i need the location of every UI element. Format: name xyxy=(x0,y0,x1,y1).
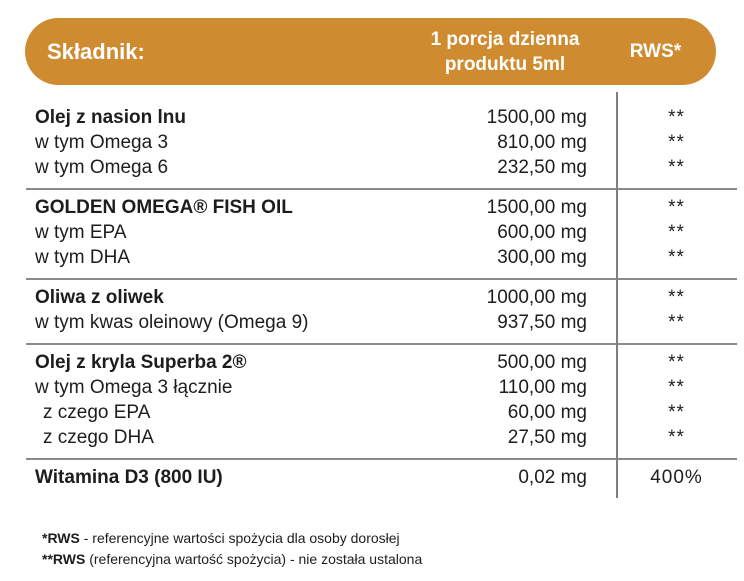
table-header: Składnik: 1 porcja dzienna produktu 5ml … xyxy=(20,13,716,85)
ingredient-amount: 810,00 mg xyxy=(497,132,587,153)
table-row: w tym Omega 3 810,00 mg ** xyxy=(26,130,737,155)
table-row: z czego DHA 27,50 mg ** xyxy=(26,425,737,450)
table-row: w tym Omega 6 232,50 mg ** xyxy=(26,155,737,180)
header-rws-label: RWS* xyxy=(629,40,682,62)
ingredient-rws-value: 400% xyxy=(650,467,703,488)
footnote-line: *RWS - referencyjne wartości spożycia dl… xyxy=(42,528,422,549)
ingredient-amount: 110,00 mg xyxy=(498,377,587,398)
ingredient-rws-value: ** xyxy=(668,247,685,268)
ingredient-rws-value: ** xyxy=(668,287,685,308)
header-serving-line1: 1 porcja dzienna xyxy=(430,28,580,50)
ingredient-group: GOLDEN OMEGA® FISH OIL 1500,00 mg ** w t… xyxy=(26,190,737,278)
ingredient-amount: 27,50 mg xyxy=(507,427,587,448)
ingredient-rws-value: ** xyxy=(668,377,685,398)
ingredient-rws-value: ** xyxy=(668,157,685,178)
group-divider-line xyxy=(26,458,737,460)
group-divider-line xyxy=(26,343,737,345)
header-serving-label: 1 porcja dzienna produktu 5ml xyxy=(415,27,595,77)
header-ingredient-label: Składnik: xyxy=(47,38,145,64)
footnotes: *RWS - referencyjne wartości spożycia dl… xyxy=(42,528,422,570)
ingredient-rws-value: ** xyxy=(668,222,685,243)
footnote-marker: *RWS xyxy=(42,530,80,546)
ingredient-name: z czego DHA xyxy=(43,427,154,448)
ingredient-group: Oliwa z oliwek 1000,00 mg ** w tym kwas … xyxy=(26,280,737,343)
table-row: w tym EPA 600,00 mg ** xyxy=(26,220,737,245)
table-row: Oliwa z oliwek 1000,00 mg ** xyxy=(26,285,737,310)
header-serving-line2: produktu 5ml xyxy=(444,53,566,75)
ingredient-name: w tym Omega 6 xyxy=(35,157,169,178)
table-row: w tym DHA 300,00 mg ** xyxy=(26,245,737,270)
ingredient-name: Oliwa z oliwek xyxy=(35,287,164,308)
table-row: Olej z kryla Superba 2® 500,00 mg ** xyxy=(26,350,737,375)
ingredient-rws-value: ** xyxy=(668,352,685,373)
ingredient-amount: 937,50 mg xyxy=(497,312,587,333)
ingredient-name: z czego EPA xyxy=(43,402,151,423)
group-divider-line xyxy=(26,278,737,280)
footnote-marker: **RWS xyxy=(42,551,86,567)
ingredients-table: Olej z nasion lnu 1500,00 mg ** w tym Om… xyxy=(26,92,737,498)
ingredient-name: Olej z nasion lnu xyxy=(35,107,186,128)
ingredient-group: Witamina D3 (800 IU) 0,02 mg 400% xyxy=(26,460,737,498)
ingredient-name: Olej z kryla Superba 2® xyxy=(35,352,247,373)
ingredient-amount: 60,00 mg xyxy=(507,402,587,423)
ingredient-rws-value: ** xyxy=(668,197,685,218)
ingredient-name: w tym DHA xyxy=(35,247,130,268)
ingredient-amount: 1500,00 mg xyxy=(486,197,587,218)
ingredient-amount: 232,50 mg xyxy=(497,157,587,178)
ingredient-rws-value: ** xyxy=(668,107,685,128)
ingredient-rws-value: ** xyxy=(668,427,685,448)
ingredient-name: w tym Omega 3 łącznie xyxy=(35,377,233,398)
ingredient-amount: 1000,00 mg xyxy=(486,287,587,308)
ingredient-name: w tym EPA xyxy=(35,222,127,243)
table-row: GOLDEN OMEGA® FISH OIL 1500,00 mg ** xyxy=(26,195,737,220)
ingredient-amount: 600,00 mg xyxy=(497,222,587,243)
ingredient-name: Witamina D3 (800 IU) xyxy=(35,467,223,488)
ingredient-rws-value: ** xyxy=(668,402,685,423)
ingredient-amount: 300,00 mg xyxy=(497,247,587,268)
rws-column-divider-line xyxy=(616,92,618,498)
ingredient-group: Olej z kryla Superba 2® 500,00 mg ** w t… xyxy=(26,345,737,458)
table-row: w tym kwas oleinowy (Omega 9) 937,50 mg … xyxy=(26,310,737,335)
ingredient-amount: 1500,00 mg xyxy=(486,107,587,128)
group-divider-line xyxy=(26,188,737,190)
ingredient-name: w tym kwas oleinowy (Omega 9) xyxy=(35,312,309,333)
ingredient-group: Olej z nasion lnu 1500,00 mg ** w tym Om… xyxy=(26,100,737,188)
ingredient-rws-value: ** xyxy=(668,132,685,153)
footnote-text: (referencyjna wartość spożycia) - nie zo… xyxy=(85,551,423,567)
table-row: Witamina D3 (800 IU) 0,02 mg 400% xyxy=(26,465,737,490)
ingredient-name: GOLDEN OMEGA® FISH OIL xyxy=(35,197,293,218)
footnote-text: - referencyjne wartości spożycia dla oso… xyxy=(79,530,400,546)
table-row: z czego EPA 60,00 mg ** xyxy=(26,400,737,425)
ingredient-amount: 500,00 mg xyxy=(497,352,587,373)
ingredient-amount: 0,02 mg xyxy=(518,467,587,488)
ingredient-rws-value: ** xyxy=(668,312,685,333)
footnote-line: **RWS (referencyjna wartość spożycia) - … xyxy=(42,549,422,570)
table-row: w tym Omega 3 łącznie 110,00 mg ** xyxy=(26,375,737,400)
table-row: Olej z nasion lnu 1500,00 mg ** xyxy=(26,105,737,130)
ingredient-name: w tym Omega 3 xyxy=(35,132,169,153)
